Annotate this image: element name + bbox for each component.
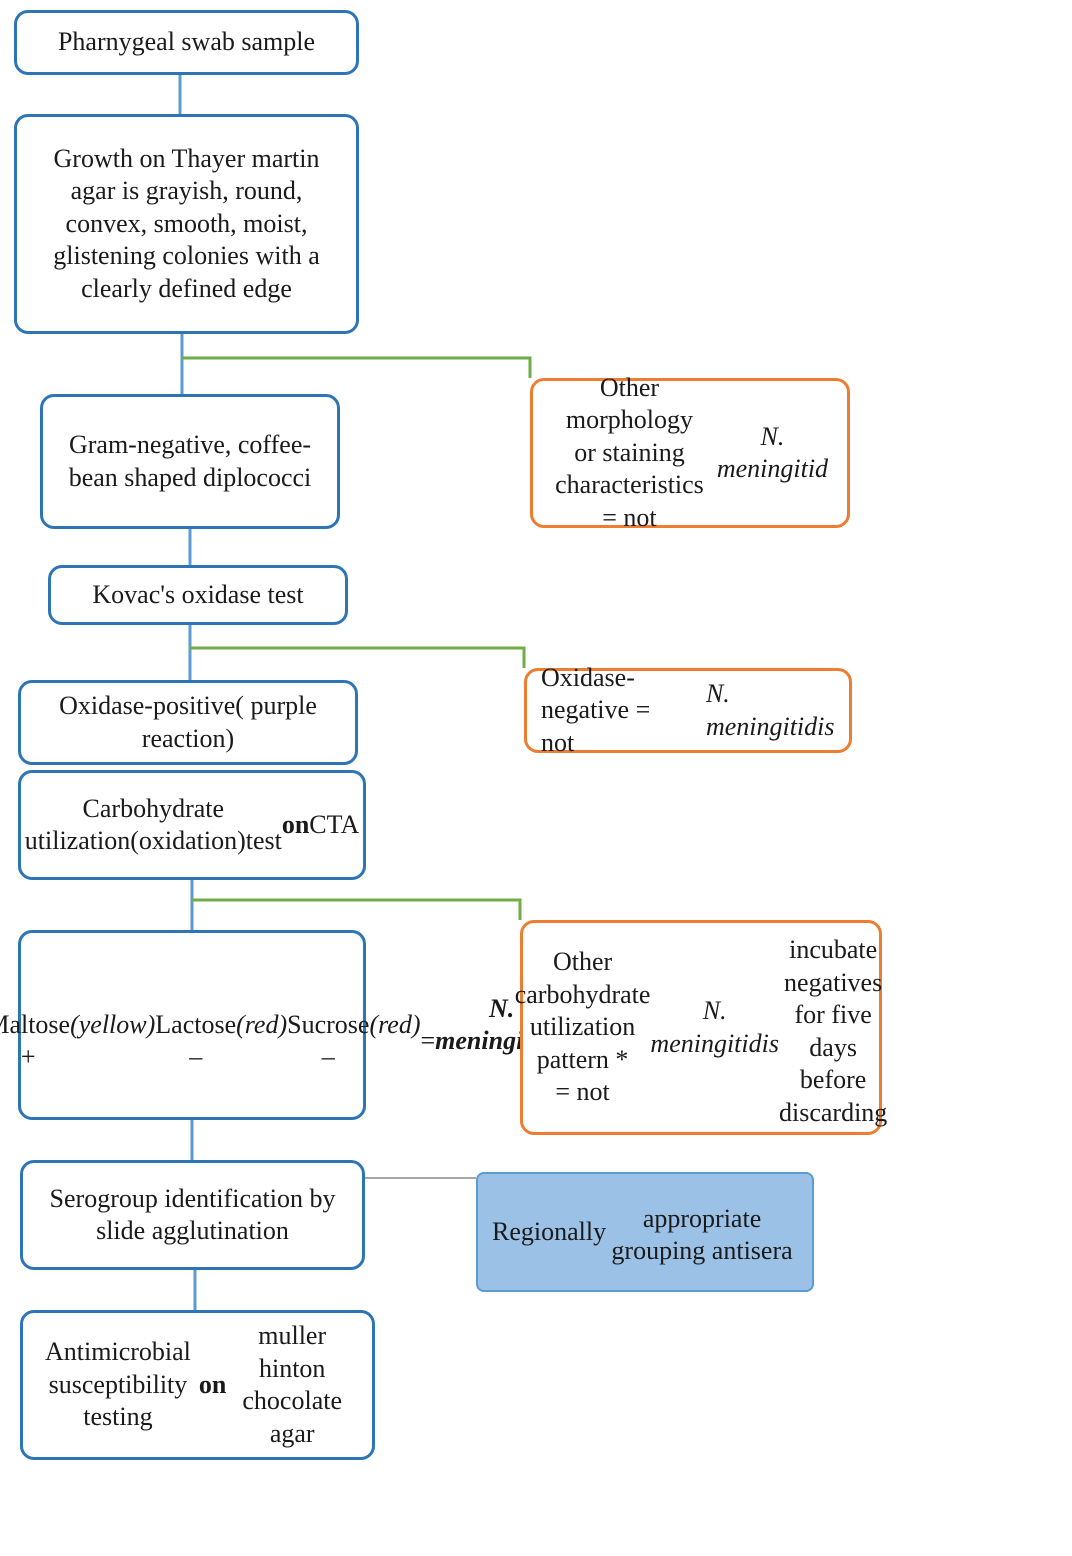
flowchart-node-n2: Growth on Thayer martin agar is grayish,…	[14, 114, 359, 334]
connector-n6-n7b	[192, 900, 520, 920]
flowchart-node-n8: Serogroup identification by slide agglut…	[20, 1160, 365, 1270]
flowchart-node-n3b: Other morphologyor stainingcharacteristi…	[530, 378, 850, 528]
flowchart-node-n3: Gram-negative, coffee-bean shaped diploc…	[40, 394, 340, 529]
flowchart-node-n5: Oxidase-positive( purple reaction)	[18, 680, 358, 765]
connector-n4-n5b	[190, 648, 524, 668]
flowchart-node-n4: Kovac's oxidase test	[48, 565, 348, 625]
flowchart-node-n5b: Oxidase-negative =not N. meningitidis	[524, 668, 852, 753]
flowchart-node-n7: Glucose + (yellow)Maltose + (yellow)Lact…	[18, 930, 366, 1120]
flowchart-node-n9: Antimicrobial susceptibility testing on …	[20, 1310, 375, 1460]
flowchart-node-n6: Carbohydrate utilization(oxidation)test …	[18, 770, 366, 880]
flowchart-node-n1: Pharnygeal swab sample	[14, 10, 359, 75]
flowchart-node-n8b: Regionallyappropriate grouping antisera	[476, 1172, 814, 1292]
flowchart-node-n7b: Other carbohydrate utilization pattern *…	[520, 920, 882, 1135]
connector-n2-n3b	[182, 358, 530, 378]
